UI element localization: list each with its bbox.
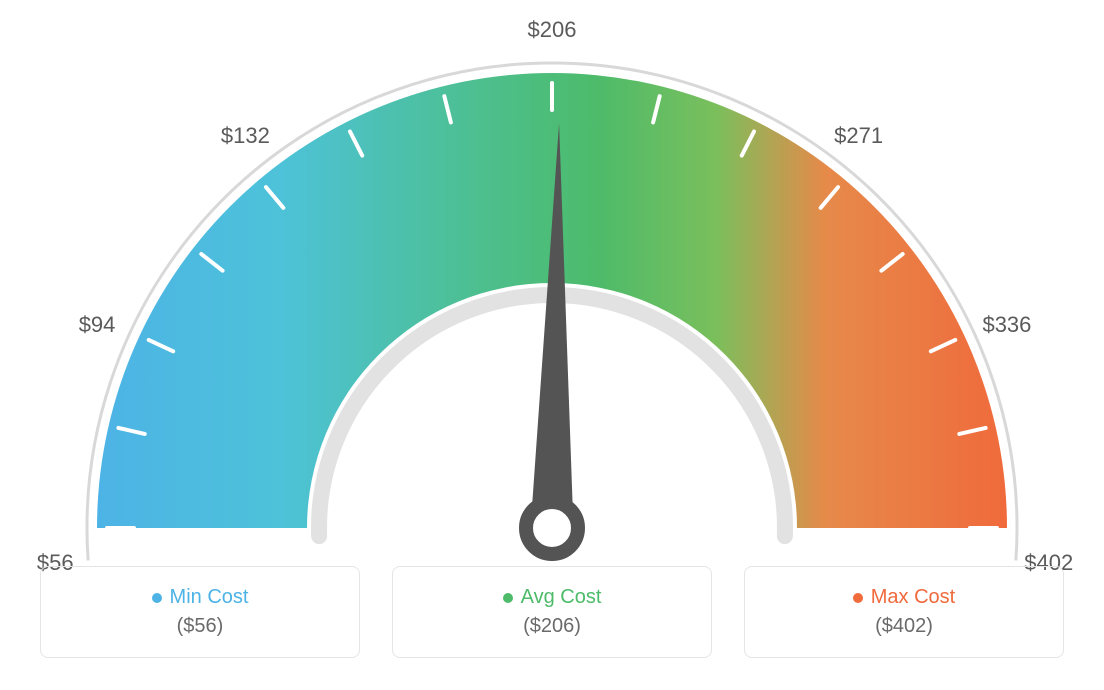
legend-dot-icon [503, 593, 513, 603]
scale-label: $271 [834, 123, 883, 149]
legend-card: Avg Cost ($206) [392, 566, 712, 658]
gauge-svg [42, 38, 1062, 578]
scale-label: $94 [79, 312, 116, 338]
legend-label-row: Min Cost [152, 586, 249, 609]
scale-label: $336 [982, 312, 1031, 338]
legend-row: Min Cost ($56) Avg Cost ($206) Max Cost ($402… [40, 566, 1064, 658]
legend-label-row: Avg Cost [503, 586, 602, 609]
cost-gauge: $56$94$132$206$271$336$402 [42, 38, 1062, 558]
gauge-hub [526, 502, 578, 554]
legend-label: Avg Cost [521, 586, 602, 609]
legend-value: ($402) [875, 615, 933, 638]
legend-dot-icon [853, 593, 863, 603]
legend-dot-icon [152, 593, 162, 603]
legend-label-row: Max Cost [853, 586, 955, 609]
legend-label: Max Cost [871, 586, 955, 609]
legend-card: Min Cost ($56) [40, 566, 360, 658]
legend-label: Min Cost [170, 586, 249, 609]
scale-label: $206 [528, 17, 577, 43]
legend-value: ($56) [177, 615, 224, 638]
legend-card: Max Cost ($402) [744, 566, 1064, 658]
scale-label: $132 [221, 123, 270, 149]
legend-value: ($206) [523, 615, 581, 638]
